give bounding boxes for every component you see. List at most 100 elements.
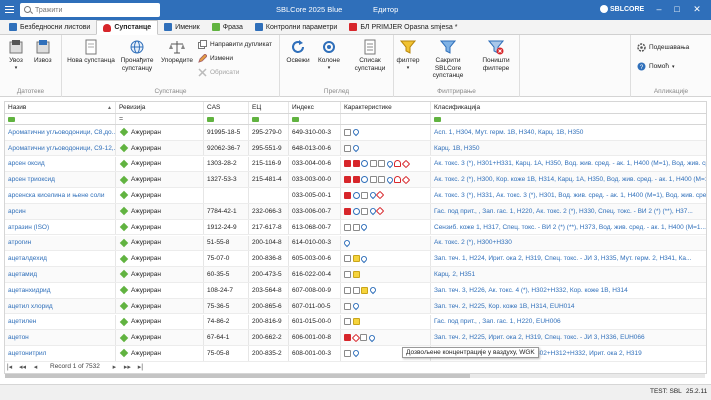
columns-button[interactable]: Колоне ▾ <box>314 39 344 72</box>
table-row[interactable]: ацетил хлорид Ажуриран 75-36-5 200-865-6 607… <box>5 298 706 315</box>
table-row[interactable]: ацеталдехид Ажуриран 75-07-0 200-836-8 605-0… <box>5 251 706 267</box>
filter-cell-index[interactable] <box>289 114 341 124</box>
status-diamond-icon <box>119 159 129 169</box>
column-header-classification[interactable]: Класификација <box>431 102 706 113</box>
column-header-cas[interactable]: CAS <box>204 102 249 113</box>
table-row[interactable]: арсенска киселина и њене соли Ажуриран 033… <box>5 188 706 204</box>
tab-sds-example[interactable]: БЛ PRIMJER Opasna smjesa * <box>343 20 463 34</box>
hamburger-menu-icon[interactable] <box>3 3 16 16</box>
revision-text: Ажуриран <box>131 160 161 168</box>
scrollbar-thumb[interactable] <box>5 374 470 378</box>
refresh-icon <box>290 39 306 55</box>
cell-cas: 51-55-8 <box>204 235 249 251</box>
new-substance-icon <box>83 39 99 55</box>
filter-button[interactable]: филтер ▾ <box>396 39 420 72</box>
table-row[interactable]: атрогин Ажуриран 51-55-8 200-104-8 614-010-0… <box>5 235 706 252</box>
table-row[interactable]: ацетанхидрид Ажуриран 108-24-7 203-564-8 607… <box>5 283 706 299</box>
table-row[interactable]: ацетилен Ажуриран 74-86-2 200-816-9 601-015-… <box>5 314 706 331</box>
cell-classification: Карц. 2, H351 <box>434 270 476 278</box>
table-row[interactable]: Ароматични угљоводоници, C8,до... Ажурира… <box>5 125 706 141</box>
duplicate-button[interactable]: Направити дупликат <box>198 40 272 49</box>
tab-control-parameters[interactable]: Контролни параметри <box>249 20 343 34</box>
sort-ascending-icon: ▲ <box>107 104 112 111</box>
tab-substances[interactable]: Супстанце <box>96 20 159 35</box>
delete-button[interactable]: Обрисати <box>198 68 239 77</box>
table-row[interactable]: ацетамид Ажуриран 60-35-5 200-473-5 616-022-… <box>5 267 706 283</box>
settings-label: Подешавања <box>649 44 690 51</box>
directory-icon <box>164 23 173 31</box>
revision-text: Ажуриран <box>131 144 161 152</box>
table-row[interactable]: арсин Ажуриран 7784-42-1 232-066-3 033-006-0… <box>5 204 706 220</box>
minimize-button[interactable]: – <box>656 4 662 14</box>
filter-cell-revision[interactable]: = <box>116 114 204 124</box>
column-header-revision[interactable]: Ревизија <box>116 102 204 113</box>
column-header-index[interactable]: Индекс <box>289 102 341 113</box>
ghs-exclamation-icon <box>360 334 367 342</box>
cell-revision: Ажуриран <box>116 156 204 172</box>
next-page-button[interactable]: ▸▸ <box>123 363 131 371</box>
cell-index: 608-001-00-3 <box>289 346 341 361</box>
compare-button[interactable]: Упоредите <box>158 39 196 65</box>
substance-list-button[interactable]: Списак супстанци <box>350 39 390 72</box>
new-substance-button[interactable]: Нова супстанца <box>66 39 116 65</box>
search-box[interactable] <box>20 3 160 17</box>
tooltip: Дозвољене концентрације у ваздуху, WGK <box>402 347 539 358</box>
import-button[interactable]: Увоз ▾ <box>8 39 24 72</box>
table-row[interactable]: арсен оксид Ажуриран 1303-28-2 215-116-9 033… <box>5 156 706 173</box>
find-substance-label: Пронађите супстанцу <box>120 57 154 72</box>
clear-filters-button[interactable]: Поништи филтере <box>476 39 516 72</box>
last-page-button[interactable]: ▸| <box>137 363 144 371</box>
cell-characteristics <box>341 235 431 251</box>
cell-revision: Ажуриран <box>116 219 204 235</box>
table-row[interactable]: атразин (ISO) Ажуриран 1912-24-9 217-617-8 6… <box>5 219 706 236</box>
search-input[interactable] <box>35 4 155 16</box>
filter-cell-classification[interactable] <box>431 114 706 124</box>
tab-phrases[interactable]: Фраза <box>206 20 249 34</box>
tab-directory[interactable]: Именик <box>158 20 206 34</box>
phrase-icon <box>211 23 220 31</box>
status-diamond-icon <box>119 254 129 263</box>
compare-label: Упоредите <box>160 57 193 64</box>
cell-ec: 203-564-8 <box>249 283 289 298</box>
columns-icon <box>321 39 337 55</box>
cell-cas: 67-64-1 <box>204 330 249 345</box>
filter-cell-cas[interactable] <box>204 114 249 124</box>
table-row[interactable]: ацетон Ажуриран 67-64-1 200-662-2 606-001-00… <box>5 330 706 346</box>
next-record-button[interactable]: ▸ <box>112 363 117 371</box>
substances-grid: Назив ▲ Ревизија CAS ЕЦ Индекс Карактерис… <box>4 101 707 374</box>
hide-sblcore-button[interactable]: Сакрити SBLCore супстанце <box>422 39 474 80</box>
table-row[interactable]: арсен триоксид Ажуриран 1327-53-3 215-481-4… <box>5 172 706 188</box>
find-substance-button[interactable]: Пронађите супстанцу <box>116 39 158 72</box>
cell-ec <box>249 188 289 203</box>
filter-cell-ec[interactable] <box>249 114 289 124</box>
ghs-oxidizer-icon <box>361 160 368 168</box>
filter-cell-name[interactable] <box>5 114 116 124</box>
ghs-skull-icon <box>344 334 351 342</box>
table-row[interactable]: Ароматични угљоводоници, C9-12,... Ажурир… <box>5 140 706 157</box>
clear-filter-icon <box>487 39 505 55</box>
tab-label: Фраза <box>222 23 243 31</box>
previous-page-button[interactable]: ◂◂ <box>18 363 27 371</box>
close-button[interactable]: ✕ <box>693 4 701 14</box>
column-header-ec[interactable]: ЕЦ <box>249 102 289 113</box>
help-button[interactable]: ? Помоћ ▾ <box>637 62 675 71</box>
cell-cas: 75-07-0 <box>204 251 249 266</box>
export-button[interactable]: Извоз <box>34 39 52 65</box>
document-tabs: Безбедносни листови Супстанце Именик Фра… <box>0 20 711 35</box>
previous-record-button[interactable]: ◂ <box>33 363 38 371</box>
refresh-button[interactable]: Освежи <box>284 39 312 65</box>
tab-safety-sheets[interactable]: Безбедносни листови <box>3 20 96 34</box>
horizontal-scrollbar[interactable] <box>5 374 705 378</box>
first-page-button[interactable]: |◂ <box>6 363 13 371</box>
column-header-characteristics[interactable]: Карактеристике <box>341 102 431 113</box>
cell-characteristics <box>341 267 431 282</box>
cell-characteristics <box>341 188 431 203</box>
maximize-button[interactable]: □ <box>674 4 680 14</box>
column-header-name[interactable]: Назив ▲ <box>5 102 116 113</box>
ghs-environment-icon <box>385 159 394 169</box>
edit-button[interactable]: Измени <box>198 53 233 63</box>
gear-icon <box>637 43 646 52</box>
ghs-hazard-icon <box>375 207 385 216</box>
filter-cell-characteristics[interactable] <box>341 114 431 124</box>
settings-button[interactable]: Подешавања <box>637 43 689 52</box>
